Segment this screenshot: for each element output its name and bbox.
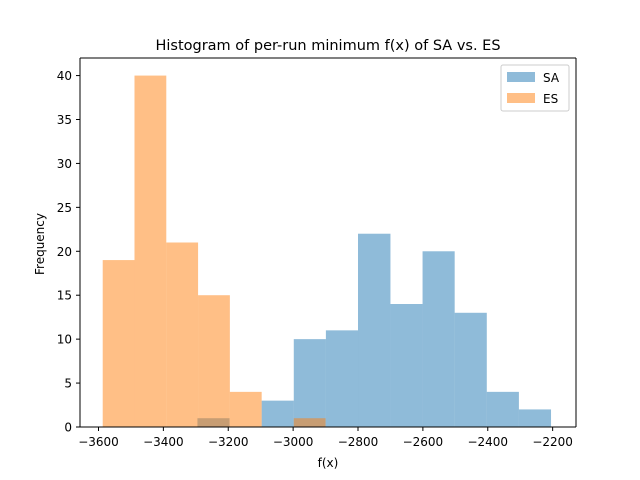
x-tick-label: −3000 <box>273 435 314 449</box>
legend-label-es: ES <box>543 92 558 106</box>
legend-swatch-sa <box>507 72 535 82</box>
legend-swatch-es <box>507 93 535 103</box>
bar-sa-5 <box>358 233 391 427</box>
bar-es-6 <box>293 418 326 427</box>
x-tick-label: −3400 <box>143 435 184 449</box>
y-axis-label: Frequency <box>33 213 47 275</box>
x-axis-label: f(x) <box>318 456 339 470</box>
y-tick-label: 5 <box>64 377 72 391</box>
ticks-layer: −3600 −3400 −3200 −3000 −2800 −2600 −2400 −2200… <box>57 69 573 449</box>
y-tick-label: 35 <box>57 113 72 127</box>
y-tick-label: 10 <box>57 333 72 347</box>
bar-es-3 <box>198 295 230 427</box>
bar-es-1 <box>134 75 167 428</box>
chart-title: Histogram of per-run minimum f(x) of SA … <box>155 38 500 54</box>
y-tick-label: 40 <box>57 69 72 83</box>
legend-label-sa: SA <box>543 71 560 85</box>
y-tick-label: 25 <box>57 201 72 215</box>
bar-sa-10 <box>518 409 552 427</box>
bars-layer <box>102 75 552 428</box>
bar-sa-8 <box>454 312 487 427</box>
bar-es-4 <box>229 391 262 427</box>
y-tick-label: 30 <box>57 157 72 171</box>
y-tick-label: 15 <box>57 289 72 303</box>
bar-sa-3 <box>293 339 326 427</box>
bar-sa-7 <box>422 251 455 427</box>
x-tick-label: −2400 <box>467 435 508 449</box>
x-tick-label: −2800 <box>338 435 379 449</box>
bar-sa-2 <box>261 400 294 427</box>
x-tick-label: −2200 <box>532 435 573 449</box>
bar-sa-9 <box>486 391 519 427</box>
x-tick-label: −3600 <box>78 435 119 449</box>
bar-es-2 <box>166 242 199 427</box>
bar-es-0 <box>102 260 135 427</box>
x-tick-label: −2600 <box>403 435 444 449</box>
y-tick-label: 0 <box>64 421 72 435</box>
bar-sa-6 <box>390 304 423 427</box>
bar-sa-4 <box>325 330 359 427</box>
legend: SA ES <box>500 64 570 112</box>
y-tick-label: 20 <box>57 245 72 259</box>
x-tick-label: −3200 <box>208 435 249 449</box>
